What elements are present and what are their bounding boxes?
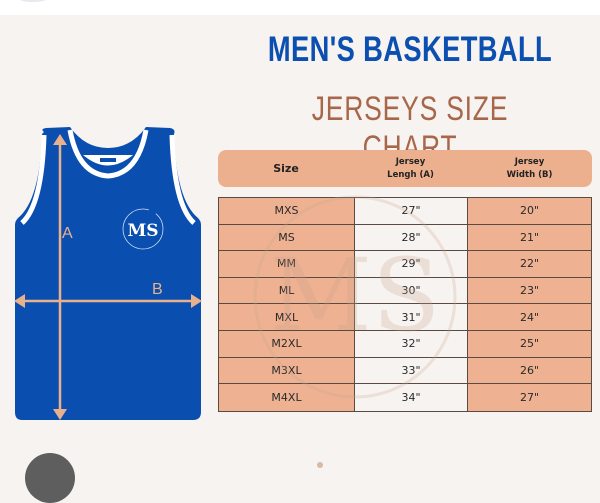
header-length-line1: Jersey (395, 156, 426, 167)
table-row: MM 29" 22" (219, 251, 591, 278)
cell-length: 30" (355, 277, 468, 304)
bottom-avatar-fragment (25, 453, 75, 503)
header-width-line2: Width (B) (506, 169, 553, 180)
cell-length: 29" (355, 251, 468, 277)
cell-length: 31" (355, 304, 468, 330)
header-size: Size (218, 162, 354, 175)
cell-length: 28" (355, 224, 468, 251)
header-length: Jersey Lengh (A) (354, 156, 467, 182)
cell-width: 21" (468, 224, 591, 251)
arrow-up-icon (53, 134, 67, 145)
top-strip (0, 0, 600, 15)
header-width-line1: Jersey (514, 156, 545, 167)
cell-width: 27" (468, 384, 591, 411)
jersey-illustration: MS A B (14, 127, 202, 420)
page-title: MEN'S BASKETBALL (267, 30, 553, 69)
header-length-line2: Lengh (A) (387, 169, 434, 180)
header-size-label: Size (273, 162, 299, 175)
logo-text: MS (127, 221, 158, 241)
logo-circle-icon (122, 208, 164, 250)
cell-length: 33" (355, 357, 468, 384)
cell-width: 20" (468, 198, 591, 224)
cell-size: MM (219, 251, 355, 277)
table-row: MS 28" 21" (219, 224, 591, 252)
table-row: M4XL 34" 27" (219, 384, 591, 411)
cell-size: MXS (219, 198, 355, 224)
jersey-body-icon (15, 127, 201, 420)
bottom-dot-fragment (317, 462, 323, 468)
arm-trim-left-icon (20, 134, 47, 225)
cell-length: 27" (355, 198, 468, 224)
cell-size: ML (219, 277, 355, 304)
table-row: M3XL 33" 26" (219, 357, 591, 385)
cell-size: M4XL (219, 384, 355, 411)
page-subtitle: JERSEYS SIZE CHART (311, 90, 509, 167)
arrow-right-icon (191, 294, 202, 308)
cell-size: MXL (219, 304, 355, 330)
table-row: MXS 27" 20" (219, 198, 591, 225)
arm-trim-right-icon (169, 134, 196, 225)
cell-size: MS (219, 224, 355, 251)
table-row: MXL 31" 24" (219, 304, 591, 331)
cell-width: 25" (468, 330, 591, 357)
dimension-a-label: A (62, 225, 73, 242)
cell-width: 22" (468, 251, 591, 277)
cell-length: 32" (355, 330, 468, 357)
table-row: M2XL 32" 25" (219, 330, 591, 358)
cell-width: 23" (468, 277, 591, 304)
cell-size: M2XL (219, 330, 355, 357)
size-table: MXS 27" 20" MS 28" 21" MM 29" 22" ML 30"… (218, 197, 592, 412)
cell-width: 24" (468, 304, 591, 330)
header-width: Jersey Width (B) (467, 156, 592, 182)
arrow-left-icon (14, 294, 25, 308)
dimension-b-label: B (152, 281, 163, 298)
neck-trim-icon (67, 129, 149, 179)
cell-length: 34" (355, 384, 468, 411)
logo-fragment-icon (18, 0, 48, 2)
arrow-down-icon (53, 409, 67, 420)
cell-width: 26" (468, 357, 591, 384)
table-header: Size Jersey Lengh (A) Jersey Width (B) (218, 150, 592, 187)
cell-size: M3XL (219, 357, 355, 384)
table-row: ML 30" 23" (219, 277, 591, 305)
